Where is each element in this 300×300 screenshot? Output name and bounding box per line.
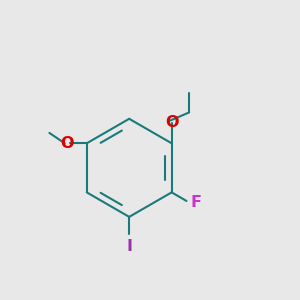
Text: O: O	[165, 115, 178, 130]
Text: O: O	[61, 136, 74, 151]
Text: F: F	[191, 195, 202, 210]
Text: I: I	[126, 238, 132, 253]
